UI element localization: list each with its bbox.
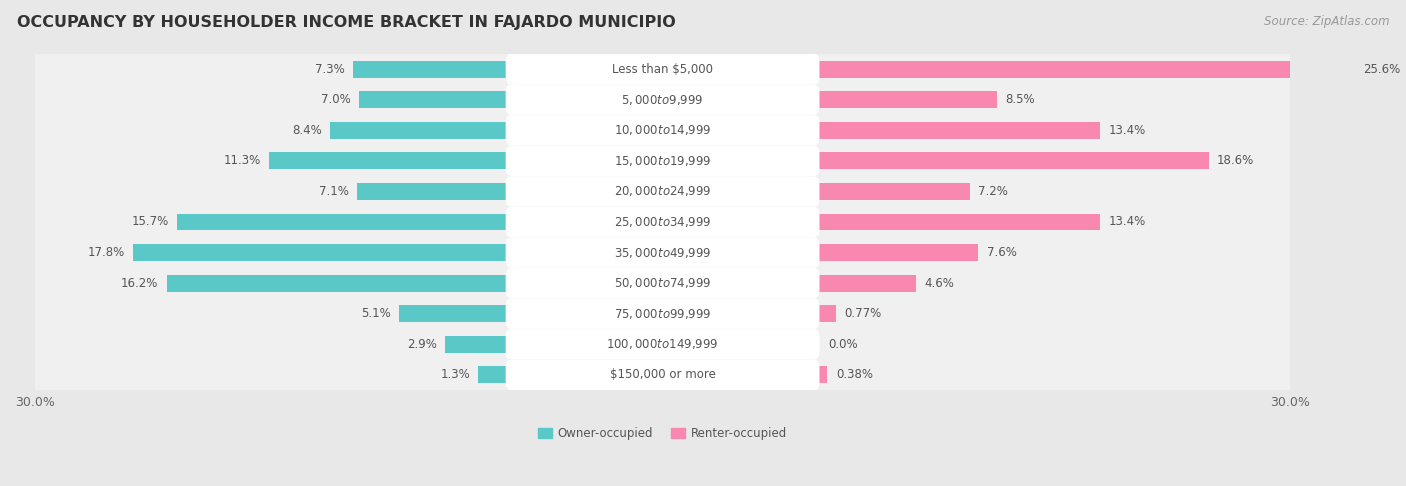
Bar — [820, 366, 827, 383]
Text: 0.77%: 0.77% — [844, 307, 882, 320]
Bar — [35, 268, 1291, 298]
Bar — [35, 237, 1291, 268]
Text: 18.6%: 18.6% — [1218, 155, 1254, 167]
Text: $100,000 to $149,999: $100,000 to $149,999 — [606, 337, 718, 351]
Bar — [35, 360, 1291, 390]
Text: $35,000 to $49,999: $35,000 to $49,999 — [614, 245, 711, 260]
Text: $15,000 to $19,999: $15,000 to $19,999 — [614, 154, 711, 168]
Bar — [820, 244, 979, 261]
Text: 0.0%: 0.0% — [828, 338, 858, 351]
Bar — [820, 305, 835, 322]
Text: 15.7%: 15.7% — [132, 215, 169, 228]
Bar — [177, 213, 506, 230]
FancyBboxPatch shape — [506, 54, 820, 84]
Bar — [820, 122, 1099, 139]
FancyBboxPatch shape — [506, 146, 820, 176]
FancyBboxPatch shape — [506, 115, 820, 145]
Bar — [134, 244, 506, 261]
Legend: Owner-occupied, Renter-occupied: Owner-occupied, Renter-occupied — [533, 422, 792, 445]
Text: 5.1%: 5.1% — [361, 307, 391, 320]
Text: 1.3%: 1.3% — [440, 368, 470, 382]
Text: 13.4%: 13.4% — [1108, 215, 1146, 228]
Text: 17.8%: 17.8% — [87, 246, 125, 259]
Bar — [820, 153, 1209, 169]
FancyBboxPatch shape — [506, 85, 820, 115]
FancyBboxPatch shape — [506, 298, 820, 329]
Bar — [35, 115, 1291, 146]
Text: $5,000 to $9,999: $5,000 to $9,999 — [621, 93, 704, 107]
Bar — [35, 329, 1291, 360]
FancyBboxPatch shape — [506, 176, 820, 207]
Text: 2.9%: 2.9% — [406, 338, 437, 351]
Bar — [820, 275, 915, 292]
Bar — [35, 298, 1291, 329]
Bar — [399, 305, 506, 322]
Bar — [167, 275, 506, 292]
Text: 0.38%: 0.38% — [835, 368, 873, 382]
Text: 7.3%: 7.3% — [315, 63, 344, 76]
Text: $10,000 to $14,999: $10,000 to $14,999 — [614, 123, 711, 137]
Text: $75,000 to $99,999: $75,000 to $99,999 — [614, 307, 711, 321]
Bar — [270, 153, 506, 169]
Text: 25.6%: 25.6% — [1364, 63, 1400, 76]
Text: Less than $5,000: Less than $5,000 — [612, 63, 713, 76]
Text: 7.0%: 7.0% — [321, 93, 352, 106]
FancyBboxPatch shape — [506, 238, 820, 268]
Text: 8.5%: 8.5% — [1005, 93, 1035, 106]
Text: $50,000 to $74,999: $50,000 to $74,999 — [614, 276, 711, 290]
Text: OCCUPANCY BY HOUSEHOLDER INCOME BRACKET IN FAJARDO MUNICIPIO: OCCUPANCY BY HOUSEHOLDER INCOME BRACKET … — [17, 15, 676, 30]
Bar — [359, 91, 506, 108]
Bar — [820, 183, 970, 200]
Text: $150,000 or more: $150,000 or more — [610, 368, 716, 382]
FancyBboxPatch shape — [506, 360, 820, 390]
Bar — [35, 85, 1291, 115]
Bar — [820, 91, 997, 108]
Bar — [357, 183, 506, 200]
FancyBboxPatch shape — [506, 207, 820, 237]
Bar — [353, 61, 506, 78]
Text: 13.4%: 13.4% — [1108, 124, 1146, 137]
Bar — [820, 61, 1355, 78]
Text: 7.1%: 7.1% — [319, 185, 349, 198]
Bar — [478, 366, 506, 383]
Text: 7.2%: 7.2% — [979, 185, 1008, 198]
Bar — [330, 122, 506, 139]
Text: 7.6%: 7.6% — [987, 246, 1017, 259]
Text: 16.2%: 16.2% — [121, 277, 159, 290]
Bar — [35, 54, 1291, 85]
Bar — [35, 176, 1291, 207]
FancyBboxPatch shape — [506, 329, 820, 359]
Bar — [444, 336, 506, 353]
FancyBboxPatch shape — [506, 268, 820, 298]
Text: Source: ZipAtlas.com: Source: ZipAtlas.com — [1264, 15, 1389, 28]
Bar — [820, 213, 1099, 230]
Bar — [35, 146, 1291, 176]
Text: 4.6%: 4.6% — [924, 277, 953, 290]
Text: $20,000 to $24,999: $20,000 to $24,999 — [614, 184, 711, 198]
Text: 11.3%: 11.3% — [224, 155, 262, 167]
Text: 8.4%: 8.4% — [292, 124, 322, 137]
Text: $25,000 to $34,999: $25,000 to $34,999 — [614, 215, 711, 229]
Bar — [35, 207, 1291, 237]
